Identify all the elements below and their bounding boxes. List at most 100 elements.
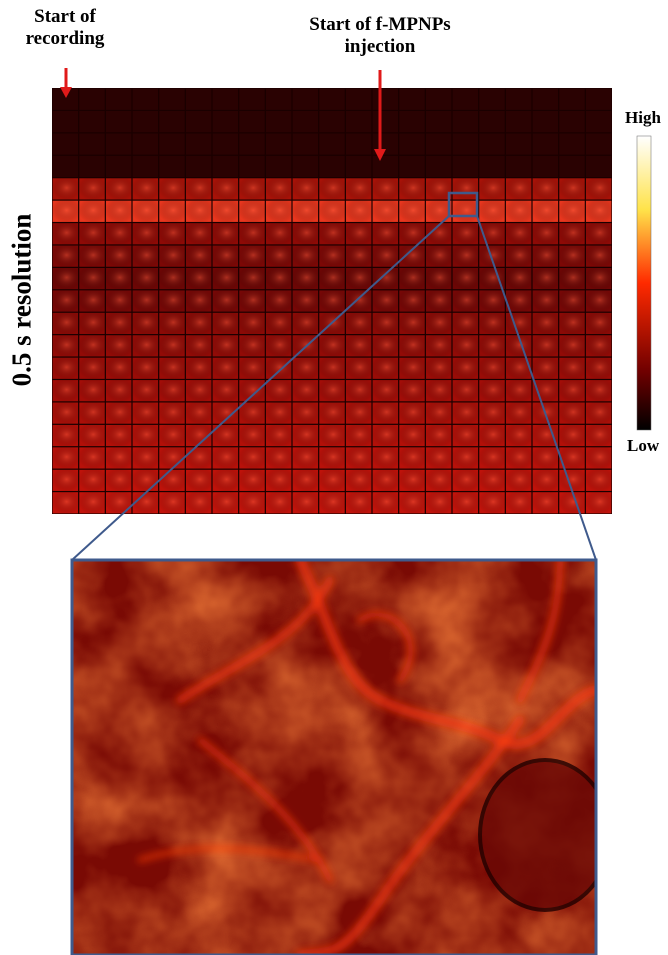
frame-glow xyxy=(265,267,292,290)
frame-glow xyxy=(505,469,532,491)
frame-glow xyxy=(505,267,532,290)
frame xyxy=(425,155,452,178)
frame-glow xyxy=(319,380,345,402)
frame-glow xyxy=(372,245,399,267)
frame-glow xyxy=(185,335,212,357)
frame xyxy=(559,88,585,110)
frame-glow xyxy=(425,245,452,267)
frame-glow xyxy=(505,312,532,335)
frame-glow xyxy=(52,335,79,357)
frame-glow xyxy=(265,178,292,200)
frame xyxy=(372,111,399,133)
frame-glow xyxy=(452,469,479,491)
frame xyxy=(132,88,159,110)
frame xyxy=(345,88,372,110)
frame-glow xyxy=(425,200,452,222)
frame xyxy=(479,133,505,155)
frame-glow xyxy=(185,290,212,312)
frame-glow xyxy=(212,447,239,469)
frame-glow xyxy=(452,357,479,379)
frame-glow xyxy=(319,357,345,379)
frame-grid xyxy=(52,88,612,514)
frame-glow xyxy=(132,178,159,200)
frame xyxy=(185,111,212,133)
frame xyxy=(372,88,399,110)
frame-glow xyxy=(239,380,265,402)
frame-glow xyxy=(532,492,559,514)
frame-glow xyxy=(425,469,452,491)
frame-glow xyxy=(185,424,212,447)
frame-glow xyxy=(559,312,585,335)
frame-glow xyxy=(345,245,372,267)
frame-glow xyxy=(52,312,79,335)
frame-glow xyxy=(52,447,79,469)
frame xyxy=(265,88,292,110)
frame-glow xyxy=(105,469,132,491)
frame-glow xyxy=(79,290,105,312)
frame-glow xyxy=(345,469,372,491)
frame-glow xyxy=(505,402,532,424)
frame-glow xyxy=(292,424,319,447)
frame-glow xyxy=(452,178,479,200)
frame-glow xyxy=(159,357,185,379)
frame-glow xyxy=(52,492,79,514)
frame-glow xyxy=(239,357,265,379)
frame-glow xyxy=(532,312,559,335)
frame-glow xyxy=(559,245,585,267)
frame-glow xyxy=(559,357,585,379)
frame-glow xyxy=(319,424,345,447)
zoom-panel xyxy=(72,560,596,955)
frame-glow xyxy=(212,200,239,222)
zoom-line xyxy=(476,215,597,561)
frame-glow xyxy=(585,469,612,491)
frame-glow xyxy=(239,290,265,312)
frame-glow xyxy=(319,178,345,200)
frame-glow xyxy=(372,200,399,222)
frame xyxy=(559,111,585,133)
frame-glow xyxy=(399,223,425,245)
frame-glow xyxy=(132,424,159,447)
frame-glow xyxy=(239,492,265,514)
frame-glow xyxy=(345,312,372,335)
frame-glow xyxy=(132,380,159,402)
frame-glow xyxy=(345,402,372,424)
frame-glow xyxy=(559,447,585,469)
frame-glow xyxy=(185,200,212,222)
frame xyxy=(319,133,345,155)
frame-glow xyxy=(479,335,505,357)
injection-label: Start of f-MPNPs injection xyxy=(270,14,490,58)
arrows xyxy=(60,68,386,161)
frame-glow xyxy=(159,469,185,491)
frame-glow xyxy=(452,424,479,447)
frame-glow xyxy=(292,200,319,222)
frame-glow xyxy=(345,178,372,200)
frame-glow xyxy=(425,380,452,402)
colorbar xyxy=(636,135,652,431)
frame-glow xyxy=(399,245,425,267)
frame xyxy=(132,133,159,155)
frame-glow xyxy=(345,335,372,357)
frame-glow xyxy=(265,335,292,357)
frame-glow xyxy=(372,492,399,514)
frame-glow xyxy=(505,335,532,357)
frame-glow xyxy=(185,178,212,200)
frame-glow xyxy=(79,335,105,357)
frame xyxy=(399,133,425,155)
frame xyxy=(105,88,132,110)
frame-glow xyxy=(265,492,292,514)
frame-glow xyxy=(479,357,505,379)
frame-glow xyxy=(505,492,532,514)
frame-glow xyxy=(239,223,265,245)
frame-glow xyxy=(399,200,425,222)
frame-glow xyxy=(52,223,79,245)
frame-glow xyxy=(532,178,559,200)
frame-glow xyxy=(52,424,79,447)
frame-glow xyxy=(585,380,612,402)
frame-glow xyxy=(479,178,505,200)
frame-glow xyxy=(79,200,105,222)
frame-glow xyxy=(159,178,185,200)
frame xyxy=(559,133,585,155)
frame-glow xyxy=(345,492,372,514)
frame-glow xyxy=(559,267,585,290)
frame-glow xyxy=(185,267,212,290)
